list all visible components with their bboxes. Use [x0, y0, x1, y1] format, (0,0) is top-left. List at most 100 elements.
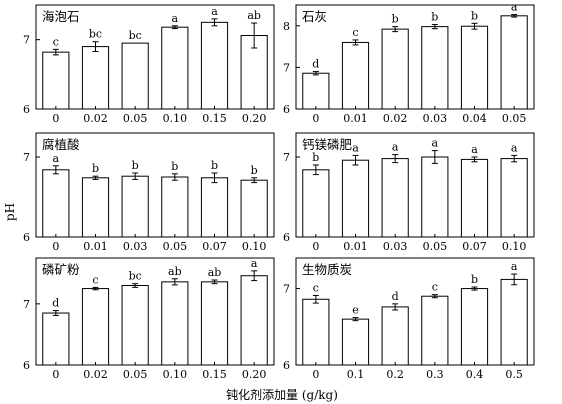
y-tick-label: 7	[283, 283, 290, 296]
bar	[161, 26, 189, 110]
y-tick-label: 6	[23, 231, 30, 244]
bar	[302, 298, 330, 366]
y-tick-label: 7	[23, 34, 30, 47]
significance-label: c	[53, 35, 59, 48]
bar	[302, 72, 330, 110]
x-tick-label: 0.05	[163, 240, 188, 253]
significance-label: c	[432, 281, 438, 294]
significance-label: a	[352, 141, 359, 154]
significance-label: b	[431, 11, 438, 24]
x-tick-label: 0.10	[242, 240, 267, 253]
x-tick-label: 0.10	[502, 240, 527, 253]
x-axis-label: 钝化剂添加量 (g/kg)	[226, 387, 338, 402]
significance-label: a	[471, 143, 478, 156]
x-tick-label: 0.07	[202, 240, 227, 253]
x-tick-label: 0.07	[462, 240, 487, 253]
significance-label: a	[211, 5, 218, 18]
significance-label: a	[251, 257, 258, 270]
bar	[81, 288, 110, 366]
significance-label: d	[392, 290, 399, 303]
significance-label: b	[471, 9, 478, 22]
bar	[500, 15, 528, 110]
x-tick-label: 0.15	[202, 368, 227, 381]
y-tick-label: 7	[23, 151, 30, 164]
x-tick-label: 0.01	[343, 112, 368, 125]
significance-label: c	[352, 26, 358, 39]
x-tick-label: 0.03	[123, 240, 148, 253]
bar	[161, 281, 189, 366]
significance-label: a	[511, 260, 518, 273]
x-tick-label: 0.05	[423, 240, 448, 253]
bar	[460, 288, 489, 366]
x-tick-label: 0	[312, 240, 319, 253]
significance-label: a	[511, 1, 518, 14]
significance-label: b	[92, 162, 99, 175]
significance-label: b	[312, 151, 319, 164]
significance-label: bc	[129, 29, 142, 42]
significance-label: a	[392, 141, 399, 154]
significance-label: d	[52, 297, 59, 310]
x-tick-label: 0.20	[242, 368, 267, 381]
x-tick-label: 0.15	[202, 112, 227, 125]
significance-label: bc	[89, 28, 102, 41]
x-tick-label: 0.03	[383, 240, 408, 253]
panel-title: 磷矿粉	[42, 262, 80, 277]
bar	[381, 158, 409, 238]
panel-2: 石灰 6 7 8 d 0 c 0.01 b 0.02 b 0.03 b 0.04 a 0.05	[283, 1, 535, 125]
plot-frame	[295, 132, 535, 238]
panel-4: 钙镁磷肥 6 7 b 0 a 0.01 a 0.03 a 0.05 a 0.07 a 0.10	[283, 132, 535, 253]
bar	[381, 28, 409, 110]
significance-label: c	[313, 281, 319, 294]
significance-label: ab	[208, 266, 222, 279]
panel-title: 钙镁磷肥	[302, 137, 353, 152]
plot-frame	[295, 4, 535, 110]
y-axis-label: pH	[3, 203, 17, 221]
x-tick-label: 0.20	[242, 112, 267, 125]
x-tick-label: 0.10	[163, 368, 188, 381]
x-tick-label: 0	[312, 112, 319, 125]
x-tick-label: 0.05	[502, 112, 527, 125]
bar	[200, 177, 229, 238]
bar	[240, 275, 268, 366]
significance-label: ab	[247, 9, 261, 22]
bar	[121, 42, 149, 110]
x-tick-label: 0	[52, 368, 59, 381]
significance-label: a	[172, 12, 179, 25]
x-tick-label: 0.02	[383, 112, 408, 125]
significance-label: ab	[168, 265, 182, 278]
y-tick-label: 7	[283, 61, 290, 74]
x-tick-label: 0.04	[462, 112, 487, 125]
x-tick-label: 0.1	[347, 368, 365, 381]
bar	[341, 41, 370, 110]
x-tick-label: 0.02	[83, 368, 108, 381]
y-tick-label: 6	[23, 103, 30, 116]
bar	[421, 295, 449, 366]
plot-frame	[295, 257, 535, 366]
bar	[161, 176, 189, 238]
bar	[121, 175, 149, 238]
significance-label: e	[352, 304, 359, 317]
x-tick-label: 0	[52, 112, 59, 125]
bar	[460, 25, 489, 110]
panel-3: 腐植酸 6 7 a 0 b 0.01 b 0.03 b 0.05 b 0.07 b 0.10	[23, 132, 275, 253]
significance-label: b	[132, 159, 139, 172]
x-tick-label: 0	[52, 240, 59, 253]
bar	[121, 285, 149, 366]
x-tick-label: 0.05	[123, 368, 148, 381]
bar	[42, 169, 70, 238]
bar	[421, 26, 449, 110]
y-tick-label: 8	[283, 20, 290, 33]
panel-1: 海泡石 6 7 c 0 bc 0.02 bc 0.05 a 0.10 a 0.15 ab 0.20	[23, 4, 275, 125]
significance-label: b	[392, 13, 399, 26]
x-tick-label: 0.03	[423, 112, 448, 125]
y-tick-label: 6	[283, 359, 290, 372]
significance-label: b	[251, 164, 258, 177]
bar	[42, 51, 70, 110]
significance-label: b	[471, 273, 478, 286]
y-tick-label: 6	[283, 231, 290, 244]
significance-label: d	[312, 58, 319, 71]
panel-6: 生物质炭 6 7 c 0 e 0.1 d 0.2 c 0.3 b 0.4 a 0.5	[283, 257, 535, 381]
bar	[81, 177, 110, 238]
x-tick-label: 0.01	[83, 240, 108, 253]
